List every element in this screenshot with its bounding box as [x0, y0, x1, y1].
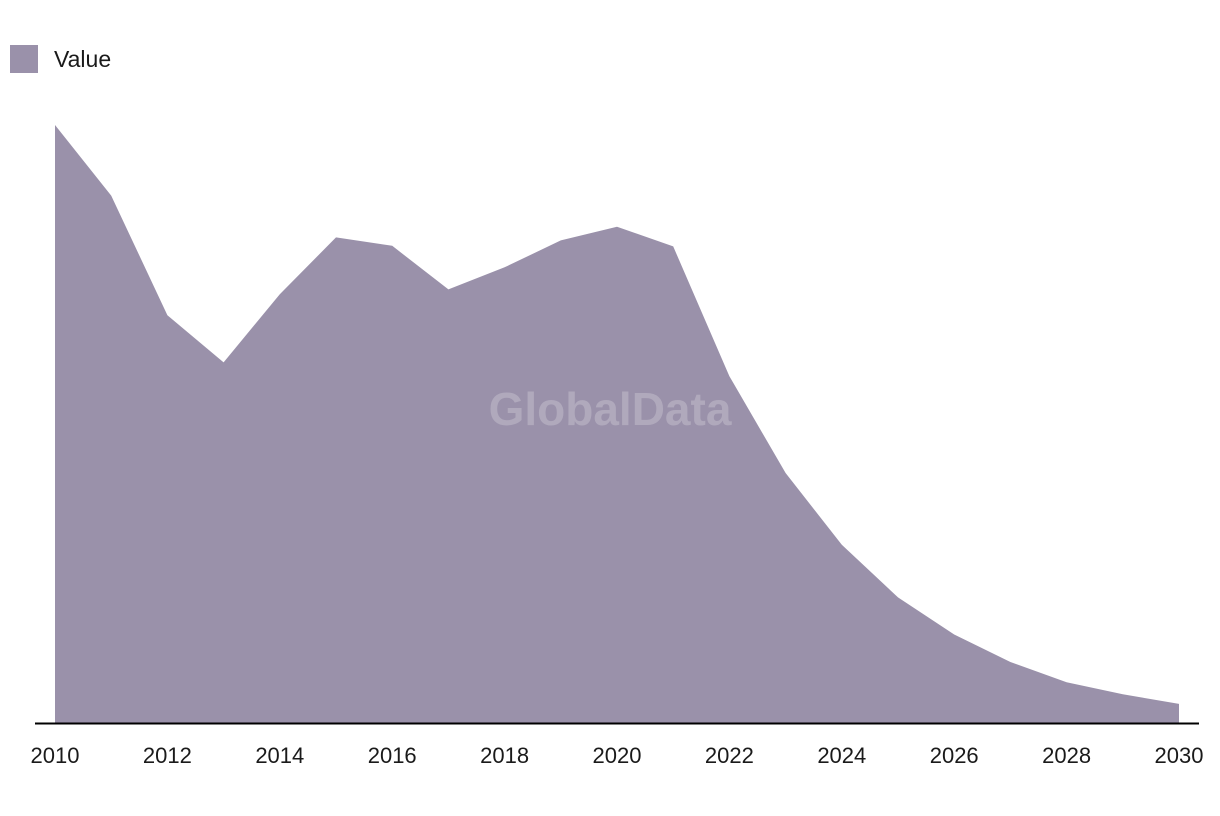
data-point-2010 — [52, 122, 58, 128]
data-point-2011 — [108, 193, 114, 199]
data-point-2021 — [670, 243, 676, 249]
x-tick-label: 2024 — [817, 743, 866, 768]
data-point-2023 — [783, 470, 789, 476]
data-point-2012 — [164, 312, 170, 318]
x-axis-ticks: 2010 2012 2014 2016 2018 2020 2022 2024 2026 2028… — [31, 743, 1204, 768]
data-point-2018 — [502, 264, 508, 270]
watermark: GlobalData — [489, 383, 732, 435]
x-tick-label: 2018 — [480, 743, 529, 768]
x-tick-label: 2012 — [143, 743, 192, 768]
data-point-2022 — [726, 373, 732, 379]
data-point-2027 — [1007, 659, 1013, 665]
area-series-1 — [55, 125, 1179, 723]
data-point-2015 — [333, 234, 339, 240]
legend-label: Value — [54, 46, 112, 72]
x-tick-label: 2026 — [930, 743, 979, 768]
data-point-2024 — [839, 542, 845, 548]
x-tick-label: 2020 — [593, 743, 642, 768]
data-point-2030 — [1176, 701, 1182, 707]
data-point-2013 — [221, 359, 227, 365]
x-tick-label: 2016 — [368, 743, 417, 768]
x-tick-label: 2028 — [1042, 743, 1091, 768]
data-point-2019 — [558, 237, 564, 243]
legend-swatch — [10, 45, 38, 73]
data-point-2016 — [389, 243, 395, 249]
plot-area — [52, 122, 1182, 723]
data-point-2014 — [277, 291, 283, 297]
data-point-2026 — [951, 632, 957, 638]
x-tick-label: 2010 — [31, 743, 80, 768]
data-point-2017 — [445, 286, 451, 292]
legend: Value — [10, 44, 111, 74]
data-point-2020 — [614, 224, 620, 230]
data-point-2025 — [895, 594, 901, 600]
x-tick-label: 2014 — [255, 743, 304, 768]
data-point-2029 — [1120, 691, 1126, 697]
x-tick-label: 2022 — [705, 743, 754, 768]
x-tick-label: 2030 — [1155, 743, 1204, 768]
data-point-2028 — [1064, 679, 1070, 685]
